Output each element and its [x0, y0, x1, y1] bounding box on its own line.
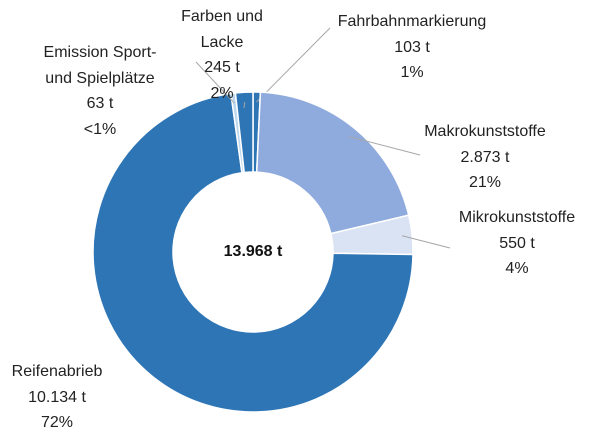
value-label: 10.134 t [28, 388, 86, 406]
donut-slice [92, 92, 414, 413]
center-label: 13.968 t [223, 243, 283, 260]
percent-label: 21% [468, 174, 502, 191]
slice-label: Makrokunststoffe 2.873 t 21% [424, 119, 546, 196]
donut-slice [255, 91, 410, 235]
value-label: 550 t [499, 234, 535, 252]
slice-label: Reifenabrieb 10.134 t 72% [12, 359, 103, 432]
category-name: Fahrbahnmarkierung [337, 13, 487, 30]
percent-label: 2% [210, 84, 234, 102]
slice-label: Farben und Lacke 245 t 2% [181, 4, 263, 106]
percent-label: <1% [83, 120, 117, 138]
leader-line [195, 61, 235, 104]
value-label: 245 t [204, 59, 240, 76]
slice-label: Emission Sport- und Spielplätze 63 t <1% [44, 40, 157, 142]
slice-label: Mikrokunststoffe 550 t 4% [459, 205, 575, 282]
category-name: Mikrokunststoffe [458, 209, 576, 226]
slice-label: Fahrbahnmarkierung 103 t 1% [338, 9, 487, 86]
category-name: Farben und Lacke [181, 8, 263, 51]
leader-line [401, 235, 451, 249]
value-label: 63 t [86, 95, 114, 112]
leader-line [256, 27, 331, 103]
percent-label: 72% [40, 414, 74, 431]
leader-line [243, 102, 246, 109]
percent-label: 1% [400, 64, 424, 81]
category-name: Emission Sport- und Spielplätze [43, 44, 157, 87]
value-label: 2.873 t [460, 148, 510, 166]
value-label: 103 t [394, 38, 430, 56]
leader-line [348, 136, 421, 156]
category-name: Makrokunststoffe [424, 123, 546, 140]
percent-label: 4% [505, 260, 529, 277]
donut-slice [234, 91, 254, 174]
category-name: Reifenabrieb [11, 363, 103, 380]
